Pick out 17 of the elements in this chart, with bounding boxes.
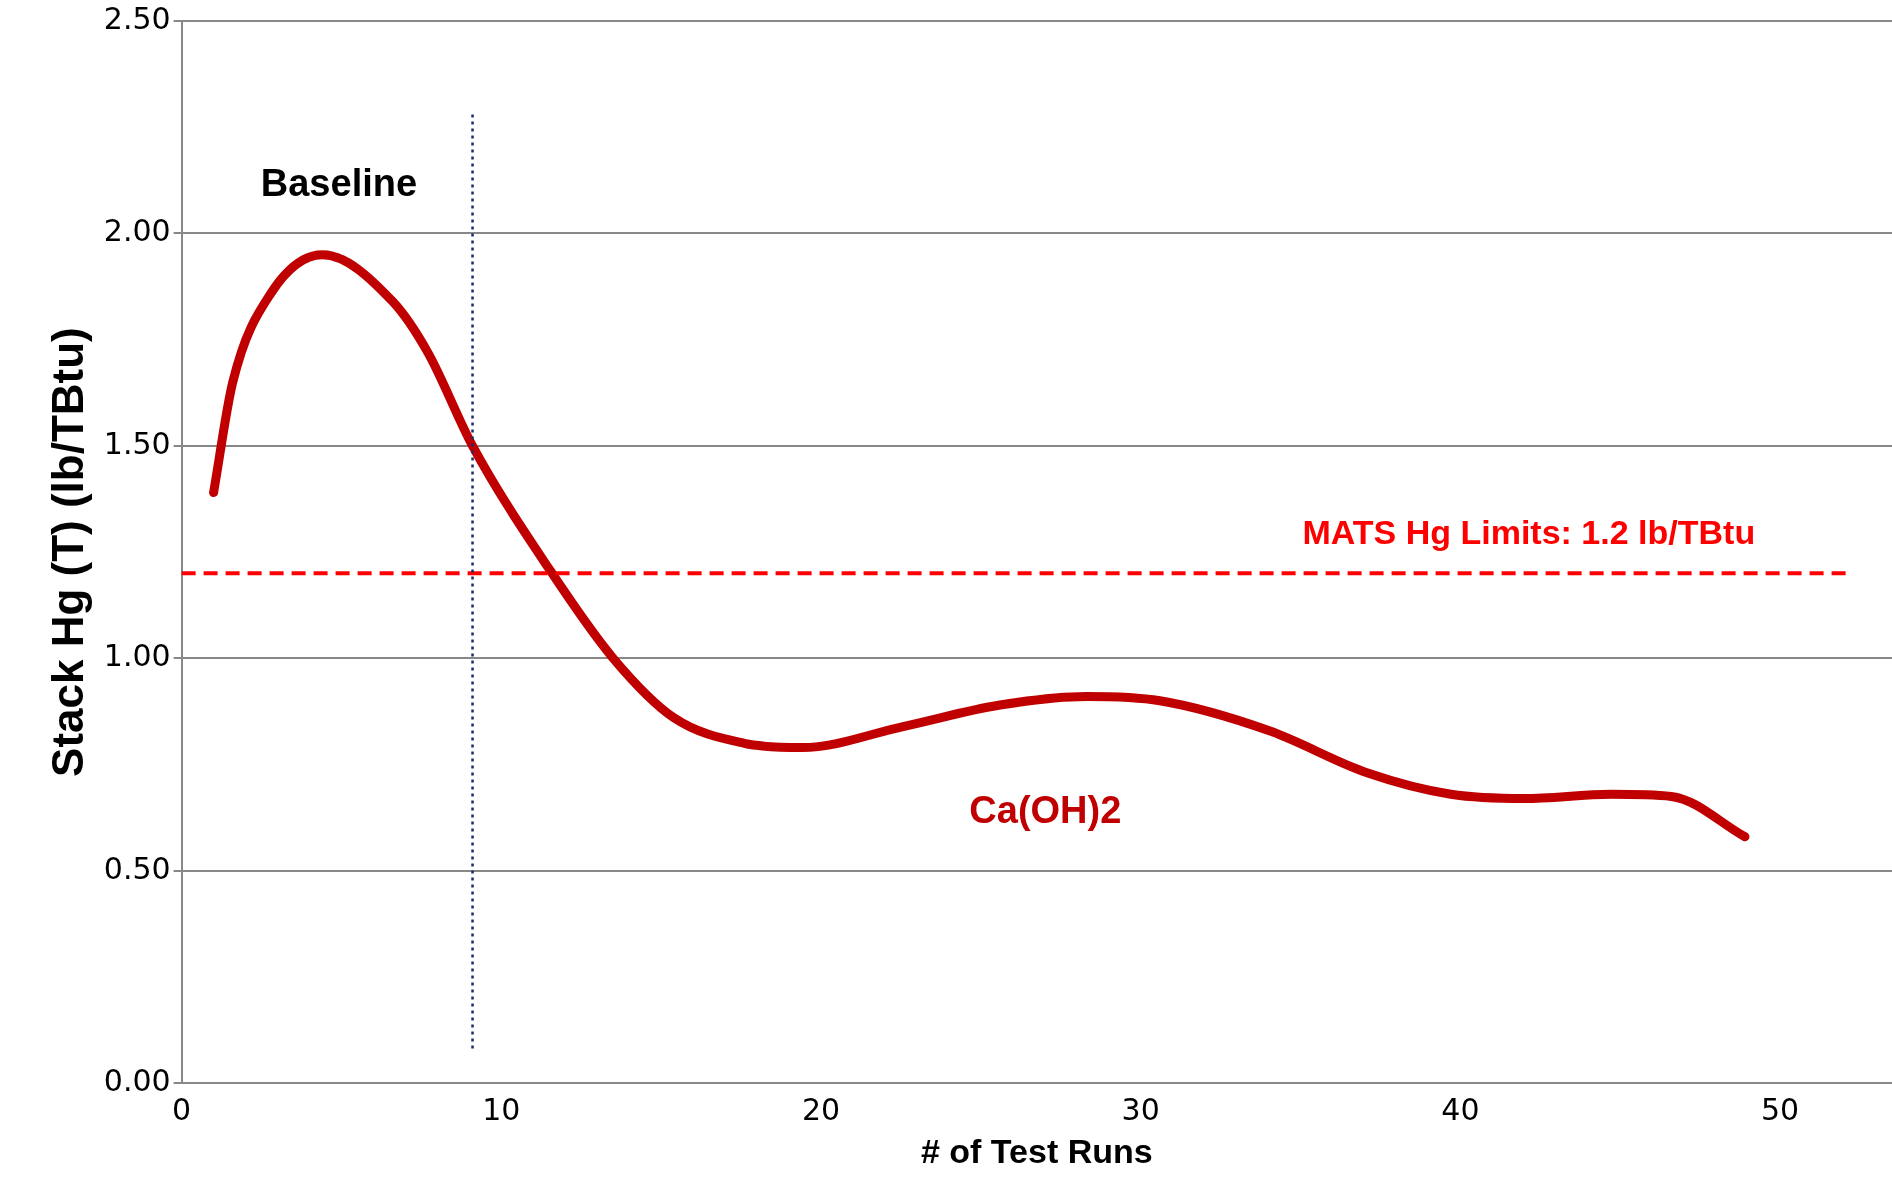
y-tick-label: 0.50	[103, 850, 171, 886]
x-tick-label: 30	[1121, 1092, 1160, 1127]
x-axis-title: # of Test Runs	[920, 1131, 1153, 1170]
y-tick-label: 1.50	[103, 425, 171, 461]
ref-line-label: MATS Hg Limits: 1.2 lb/TBtu	[1302, 512, 1756, 551]
y-tick-label: 2.50	[103, 0, 171, 36]
annotation: Baseline	[260, 162, 418, 205]
y-axis-title: Stack Hg (T) (lb/TBtu)	[42, 327, 92, 777]
annotation: Ca(OH)2	[969, 788, 1122, 831]
x-tick-label: 10	[482, 1092, 521, 1127]
x-tick-label: 50	[1761, 1092, 1800, 1127]
x-tick-label: 20	[801, 1092, 841, 1127]
y-tick-label: 1.00	[103, 638, 171, 674]
y-tick-label: 0.00	[103, 1063, 171, 1098]
y-tick-label: 2.00	[103, 213, 171, 249]
x-tick-label: 0	[172, 1092, 192, 1127]
x-tick-label: 40	[1441, 1092, 1480, 1127]
